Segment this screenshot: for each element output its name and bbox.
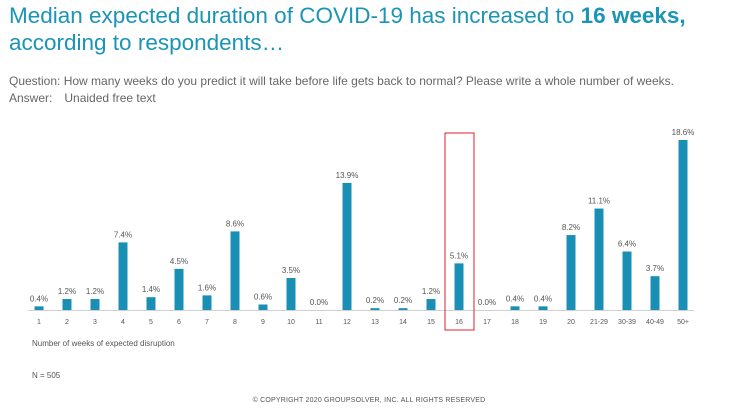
data-label-20: 8.2% bbox=[562, 223, 580, 232]
x-axis-label: Number of weeks of expected disruption bbox=[32, 339, 175, 348]
data-label-7: 1.6% bbox=[198, 283, 216, 292]
tick-label-16: 16 bbox=[455, 319, 463, 326]
data-label-4: 7.4% bbox=[114, 230, 132, 239]
data-label-1: 0.4% bbox=[30, 294, 48, 303]
answer-row: Answer: Unaided free text bbox=[9, 91, 156, 105]
tick-label-18: 18 bbox=[511, 319, 519, 326]
bar-3 bbox=[90, 299, 100, 310]
bar-13 bbox=[370, 308, 380, 310]
tick-label-1: 1 bbox=[37, 319, 41, 326]
bar-15 bbox=[426, 299, 436, 310]
tick-label-21-29: 21-29 bbox=[590, 319, 608, 326]
highlight-box bbox=[444, 132, 475, 331]
tick-label-8: 8 bbox=[233, 319, 237, 326]
bar-4 bbox=[118, 242, 128, 310]
data-label-11: 0.0% bbox=[310, 298, 328, 307]
tick-label-12: 12 bbox=[343, 319, 351, 326]
bar-14 bbox=[398, 308, 408, 310]
bar-50+ bbox=[678, 140, 688, 310]
data-label-21-29: 11.1% bbox=[588, 197, 610, 206]
data-label-8: 8.6% bbox=[226, 219, 244, 228]
bar-40-49 bbox=[650, 276, 660, 310]
bar-1 bbox=[34, 306, 44, 310]
tick-label-19: 19 bbox=[539, 319, 547, 326]
tick-label-6: 6 bbox=[177, 319, 181, 326]
bar-30-39 bbox=[622, 251, 632, 310]
bar-6 bbox=[174, 268, 184, 310]
tick-label-5: 5 bbox=[149, 319, 153, 326]
bar-16 bbox=[454, 263, 464, 310]
bar-7 bbox=[202, 295, 212, 310]
answer-value: Unaided free text bbox=[64, 91, 156, 105]
data-label-18: 0.4% bbox=[506, 294, 524, 303]
tick-label-11: 11 bbox=[315, 319, 322, 326]
data-label-9: 0.6% bbox=[254, 293, 272, 302]
tick-label-20: 20 bbox=[567, 319, 575, 326]
copyright-notice: © COPYRIGHT 2020 GROUPSOLVER, INC. ALL R… bbox=[252, 397, 486, 404]
bar-2 bbox=[62, 299, 72, 310]
bar-9 bbox=[258, 304, 268, 310]
data-label-12: 13.9% bbox=[336, 171, 359, 180]
data-label-40-49: 3.7% bbox=[646, 264, 664, 273]
bar-18 bbox=[510, 306, 520, 310]
tick-label-10: 10 bbox=[287, 319, 295, 326]
bar-19 bbox=[538, 306, 548, 310]
tick-label-3: 3 bbox=[93, 319, 97, 326]
tick-label-7: 7 bbox=[205, 319, 209, 326]
bar-10 bbox=[286, 278, 296, 310]
data-label-50+: 18.6% bbox=[672, 128, 695, 137]
tick-label-9: 9 bbox=[261, 319, 265, 326]
data-label-16: 5.1% bbox=[450, 251, 468, 260]
answer-label: Answer: bbox=[9, 91, 53, 105]
title-highlight: 16 weeks, bbox=[580, 3, 686, 28]
data-label-5: 1.4% bbox=[142, 285, 160, 294]
tick-label-50+: 50+ bbox=[677, 319, 689, 326]
sample-size: N = 505 bbox=[32, 371, 61, 380]
tick-label-15: 15 bbox=[427, 319, 435, 326]
question-text: Question: How many weeks do you predict … bbox=[9, 74, 674, 88]
tick-label-40-49: 40-49 bbox=[646, 319, 664, 326]
page-title: Median expected duration of COVID-19 has… bbox=[9, 2, 734, 56]
title-prefix: Median expected duration of COVID-19 has… bbox=[9, 3, 581, 28]
tick-label-14: 14 bbox=[399, 319, 407, 326]
bar-5 bbox=[146, 297, 156, 310]
bar-12 bbox=[342, 182, 352, 310]
bar-20 bbox=[566, 235, 576, 310]
tick-label-30-39: 30-39 bbox=[618, 319, 636, 326]
bar-21-29 bbox=[594, 208, 604, 310]
tick-label-4: 4 bbox=[121, 319, 125, 326]
data-label-13: 0.2% bbox=[366, 296, 384, 305]
title-suffix: according to respondents… bbox=[9, 30, 285, 55]
bar-8 bbox=[230, 231, 240, 310]
data-label-2: 1.2% bbox=[58, 287, 76, 296]
data-label-30-39: 6.4% bbox=[618, 240, 636, 249]
data-label-15: 1.2% bbox=[422, 287, 440, 296]
tick-label-2: 2 bbox=[65, 319, 69, 326]
data-label-19: 0.4% bbox=[534, 294, 552, 303]
tick-label-13: 13 bbox=[371, 319, 379, 326]
data-label-3: 1.2% bbox=[86, 287, 104, 296]
data-label-10: 3.5% bbox=[282, 266, 300, 275]
data-label-6: 4.5% bbox=[170, 257, 188, 266]
data-label-17: 0.0% bbox=[478, 298, 496, 307]
data-label-14: 0.2% bbox=[394, 296, 412, 305]
tick-label-17: 17 bbox=[483, 319, 491, 326]
